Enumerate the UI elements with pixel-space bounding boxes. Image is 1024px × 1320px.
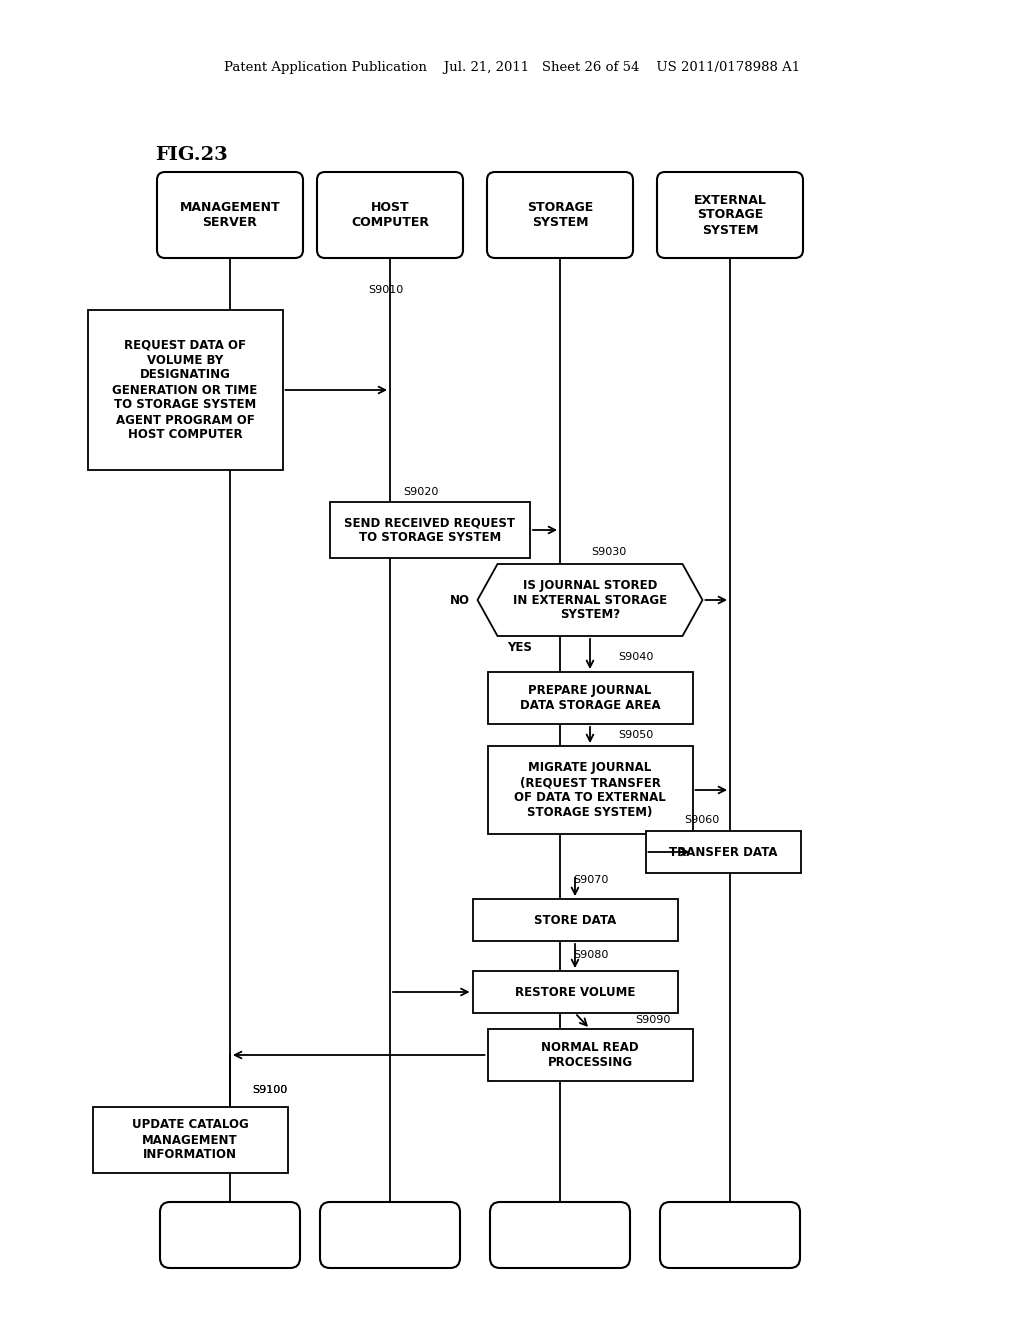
Text: S9090: S9090 (635, 1015, 671, 1026)
FancyBboxPatch shape (160, 1203, 300, 1269)
Text: FIG.23: FIG.23 (155, 147, 227, 164)
FancyBboxPatch shape (490, 1203, 630, 1269)
Text: S9080: S9080 (573, 950, 608, 960)
Text: S9020: S9020 (403, 487, 438, 498)
FancyBboxPatch shape (317, 172, 463, 257)
FancyBboxPatch shape (319, 1203, 460, 1269)
Bar (472, 899, 678, 941)
FancyBboxPatch shape (487, 172, 633, 257)
Bar (92, 1107, 288, 1173)
Text: NO: NO (450, 594, 469, 606)
Text: IS JOURNAL STORED
IN EXTERNAL STORAGE
SYSTEM?: IS JOURNAL STORED IN EXTERNAL STORAGE SY… (513, 578, 667, 622)
Bar (472, 972, 678, 1012)
Text: MANAGEMENT
SERVER: MANAGEMENT SERVER (179, 201, 281, 228)
FancyBboxPatch shape (657, 172, 803, 257)
Text: S9050: S9050 (618, 730, 653, 741)
Text: REQUEST DATA OF
VOLUME BY
DESIGNATING
GENERATION OR TIME
TO STORAGE SYSTEM
AGENT: REQUEST DATA OF VOLUME BY DESIGNATING GE… (113, 338, 258, 441)
Text: SEND RECEIVED REQUEST
TO STORAGE SYSTEM: SEND RECEIVED REQUEST TO STORAGE SYSTEM (344, 516, 515, 544)
Text: S9070: S9070 (573, 875, 608, 884)
Polygon shape (477, 564, 702, 636)
Text: NORMAL READ
PROCESSING: NORMAL READ PROCESSING (542, 1041, 639, 1069)
Text: S9040: S9040 (618, 652, 653, 663)
Text: STORAGE
SYSTEM: STORAGE SYSTEM (527, 201, 593, 228)
FancyBboxPatch shape (660, 1203, 800, 1269)
Text: S9010: S9010 (368, 285, 403, 294)
Text: S9100: S9100 (252, 1085, 288, 1096)
Bar (487, 746, 692, 834)
Text: S9030: S9030 (591, 546, 627, 557)
Text: YES: YES (508, 642, 532, 653)
Text: MIGRATE JOURNAL
(REQUEST TRANSFER
OF DATA TO EXTERNAL
STORAGE SYSTEM): MIGRATE JOURNAL (REQUEST TRANSFER OF DAT… (514, 762, 666, 818)
Text: RESTORE VOLUME: RESTORE VOLUME (515, 986, 635, 998)
Text: TRANSFER DATA: TRANSFER DATA (669, 846, 777, 858)
Text: S9060: S9060 (684, 814, 719, 825)
Text: S9100: S9100 (252, 1085, 288, 1096)
FancyBboxPatch shape (157, 172, 303, 257)
Bar (330, 502, 530, 558)
Bar (487, 1030, 692, 1081)
Bar (487, 672, 692, 723)
Text: Patent Application Publication    Jul. 21, 2011   Sheet 26 of 54    US 2011/0178: Patent Application Publication Jul. 21, … (224, 62, 800, 74)
Text: HOST
COMPUTER: HOST COMPUTER (351, 201, 429, 228)
Text: STORE DATA: STORE DATA (534, 913, 616, 927)
Text: EXTERNAL
STORAGE
SYSTEM: EXTERNAL STORAGE SYSTEM (693, 194, 766, 236)
Text: UPDATE CATALOG
MANAGEMENT
INFORMATION: UPDATE CATALOG MANAGEMENT INFORMATION (132, 1118, 249, 1162)
Text: PREPARE JOURNAL
DATA STORAGE AREA: PREPARE JOURNAL DATA STORAGE AREA (520, 684, 660, 711)
Bar (645, 832, 801, 873)
Bar (87, 310, 283, 470)
